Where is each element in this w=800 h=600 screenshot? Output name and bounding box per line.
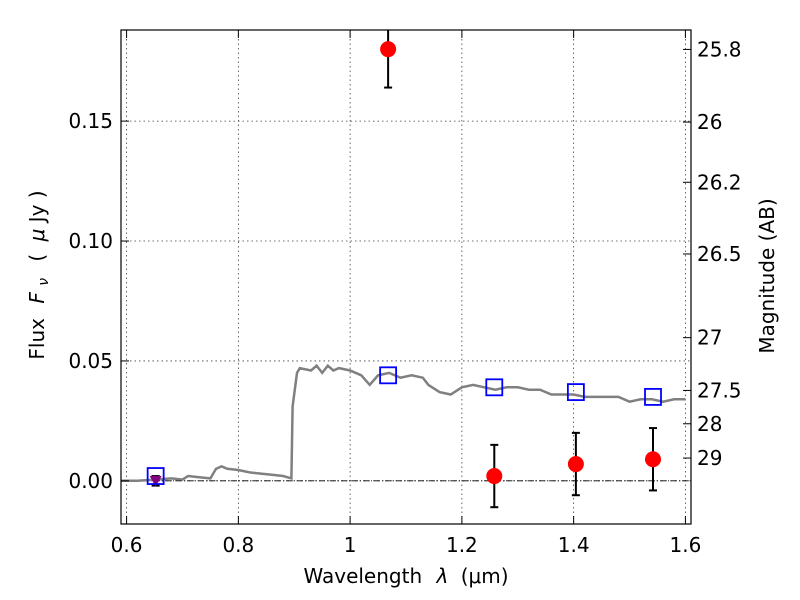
right-tick-label: 27 <box>697 326 722 350</box>
x-axis-label-text: Wavelength <box>303 564 422 588</box>
y-tick-label: 0.05 <box>68 349 113 373</box>
observed-point <box>645 451 661 468</box>
y-axis-label-unit-rest: Jy ) <box>25 190 49 224</box>
y-axis-label: Flux F ν ( μ Jy ) <box>25 190 53 359</box>
markers <box>146 41 662 487</box>
right-tick-label: 28 <box>697 412 722 436</box>
y-tick-label: 0.10 <box>68 229 113 253</box>
grid <box>121 30 691 524</box>
x-tick-label: 0.8 <box>222 533 254 557</box>
x-tick-label: 1.6 <box>670 533 702 557</box>
x-tick-label: 0.6 <box>111 533 143 557</box>
model-point <box>566 383 585 402</box>
right-tick-label: 26.5 <box>697 242 742 266</box>
plot-frame <box>120 29 692 525</box>
model-point <box>644 388 662 406</box>
right-axis-label: Magnitude (AB) <box>755 198 779 353</box>
right-tick-label: 26 <box>697 110 722 134</box>
template-spectrum-line <box>121 363 686 483</box>
axis-ticks <box>121 30 691 524</box>
error-bars <box>151 30 657 509</box>
x-tick-label: 1 <box>344 533 357 557</box>
y-axis-label-text: Flux <box>25 318 49 360</box>
model-point <box>146 467 165 485</box>
y-axis-label-symbol: F <box>25 292 49 304</box>
observed-point <box>380 41 397 58</box>
right-tick-label: 26.2 <box>697 170 742 194</box>
model-point <box>485 378 504 397</box>
x-axis-label-symbol: λ <box>436 564 449 588</box>
observed-point <box>486 468 503 485</box>
y-axis-label-unit-open: ( <box>25 254 49 262</box>
x-axis-label: Wavelength λ (μm) <box>303 564 508 588</box>
right-tick-label: 25.8 <box>697 37 742 61</box>
right-tick-label: 27.5 <box>697 378 742 402</box>
y-tick-label: 0.00 <box>68 469 113 493</box>
upper-limit-marker <box>149 475 162 487</box>
model-point <box>379 366 398 385</box>
y-axis-label-subscript: ν <box>36 278 52 286</box>
x-axis-label-unit: (μm) <box>461 564 509 588</box>
plot-area <box>121 30 686 509</box>
x-tick-label: 1.4 <box>558 533 590 557</box>
y-axis-label-unit-mu: μ <box>25 229 49 243</box>
y-tick-label: 0.15 <box>68 109 113 133</box>
observed-point <box>567 456 584 473</box>
x-tick-label: 1.2 <box>446 533 478 557</box>
right-tick-label: 29 <box>697 446 722 470</box>
